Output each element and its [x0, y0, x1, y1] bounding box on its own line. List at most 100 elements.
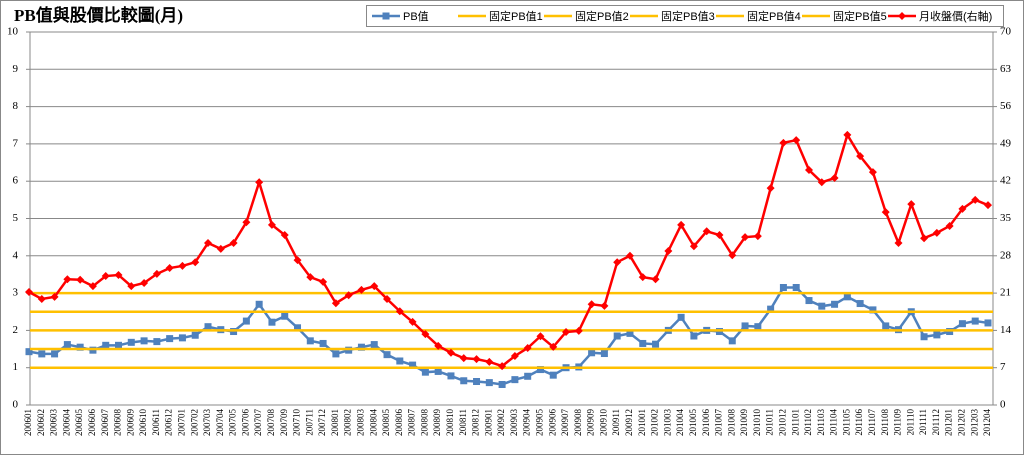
- marker: [434, 341, 443, 350]
- marker: [792, 284, 800, 292]
- y-tick-label: 2: [13, 324, 19, 336]
- marker: [702, 227, 711, 236]
- x-tick-label: 200910: [598, 409, 608, 437]
- y-tick-label: 3: [13, 287, 19, 299]
- marker: [958, 204, 967, 213]
- x-tick-label: 200801: [330, 409, 340, 436]
- marker: [331, 299, 340, 308]
- marker: [511, 376, 519, 384]
- marker: [843, 293, 851, 301]
- marker: [971, 195, 980, 204]
- y-tick-label: 6: [13, 175, 19, 187]
- marker: [50, 292, 59, 301]
- x-tick-label: 200907: [560, 409, 570, 437]
- y2-tick-label: 35: [1000, 212, 1012, 224]
- marker: [280, 231, 289, 240]
- x-tick-label: 200602: [36, 409, 46, 436]
- marker: [357, 343, 365, 351]
- marker: [753, 232, 762, 241]
- legend-box: [366, 5, 1004, 27]
- marker: [933, 331, 941, 339]
- marker: [204, 239, 213, 248]
- x-tick-label: 201103: [816, 409, 826, 436]
- marker: [728, 337, 736, 345]
- marker: [868, 168, 877, 177]
- marker: [191, 331, 199, 339]
- marker: [523, 343, 532, 352]
- marker: [165, 264, 174, 273]
- x-tick-label: 200808: [419, 409, 429, 437]
- y2-tick-label: 63: [1000, 63, 1012, 75]
- x-tick-label: 201005: [688, 409, 698, 437]
- x-tick-label: 200701: [177, 409, 187, 436]
- x-tick-label: 201102: [803, 409, 813, 436]
- x-tick-label: 200909: [586, 409, 596, 437]
- marker: [652, 340, 660, 348]
- marker: [613, 332, 621, 340]
- marker: [166, 335, 174, 343]
- y-tick-label: 10: [7, 26, 19, 38]
- marker: [396, 357, 404, 365]
- marker: [332, 350, 340, 358]
- marker: [76, 275, 85, 284]
- x-tick-label: 201201: [944, 409, 954, 436]
- marker: [728, 251, 737, 260]
- marker: [600, 350, 608, 358]
- marker: [140, 278, 149, 287]
- marker: [306, 337, 314, 345]
- x-tick-label: 200611: [151, 409, 161, 436]
- x-tick-label: 200607: [100, 409, 110, 437]
- y-tick-label: 5: [13, 212, 19, 224]
- marker: [357, 285, 366, 294]
- x-tick-label: 200805: [381, 409, 391, 437]
- x-tick-label: 201011: [765, 409, 775, 436]
- x-tick-label: 200703: [202, 409, 212, 437]
- marker: [102, 341, 110, 349]
- x-tick-label: 200610: [138, 409, 148, 437]
- x-tick-label: 200901: [483, 409, 493, 436]
- x-tick-label: 200702: [189, 409, 199, 436]
- x-tick-label: 200911: [611, 409, 621, 436]
- x-tick-label: 200708: [266, 409, 276, 437]
- x-tick-label: 200707: [253, 409, 263, 437]
- y-tick-label: 8: [13, 100, 19, 112]
- y-tick-label: 7: [13, 137, 19, 149]
- x-tick-label: 200802: [343, 409, 353, 436]
- marker: [689, 242, 698, 251]
- marker: [242, 218, 251, 227]
- marker: [101, 272, 110, 281]
- legend-label: PB值: [403, 10, 429, 23]
- x-tick-label: 200903: [509, 409, 519, 437]
- x-tick-label: 200705: [228, 409, 238, 437]
- marker: [434, 367, 442, 375]
- y-tick-label: 9: [13, 63, 19, 75]
- x-tick-label: 201010: [752, 409, 762, 437]
- legend-label: 月收盤價(右軸): [919, 9, 992, 23]
- x-tick-label: 201006: [701, 409, 711, 437]
- y-tick-label: 1: [13, 361, 19, 373]
- x-tick-label: 200711: [304, 409, 314, 436]
- marker: [370, 341, 378, 349]
- marker: [881, 208, 890, 217]
- marker: [830, 174, 839, 183]
- x-tick-label: 200905: [535, 409, 545, 437]
- legend-label: 固定PB值4: [747, 9, 801, 23]
- marker: [383, 294, 392, 303]
- y2-tick-label: 70: [1000, 26, 1012, 38]
- marker: [485, 357, 494, 366]
- x-tick-label: 201012: [777, 409, 787, 436]
- y2-tick-label: 56: [1000, 100, 1012, 112]
- x-tick-label: 200806: [394, 409, 404, 437]
- marker: [319, 277, 328, 286]
- legend-label: 固定PB值5: [833, 9, 887, 23]
- marker: [459, 354, 468, 363]
- marker: [127, 282, 136, 291]
- marker: [178, 261, 187, 270]
- marker: [76, 343, 84, 351]
- x-tick-label: 200807: [407, 409, 417, 437]
- marker: [843, 130, 852, 139]
- marker: [140, 337, 148, 345]
- marker: [319, 339, 327, 347]
- marker: [831, 300, 839, 308]
